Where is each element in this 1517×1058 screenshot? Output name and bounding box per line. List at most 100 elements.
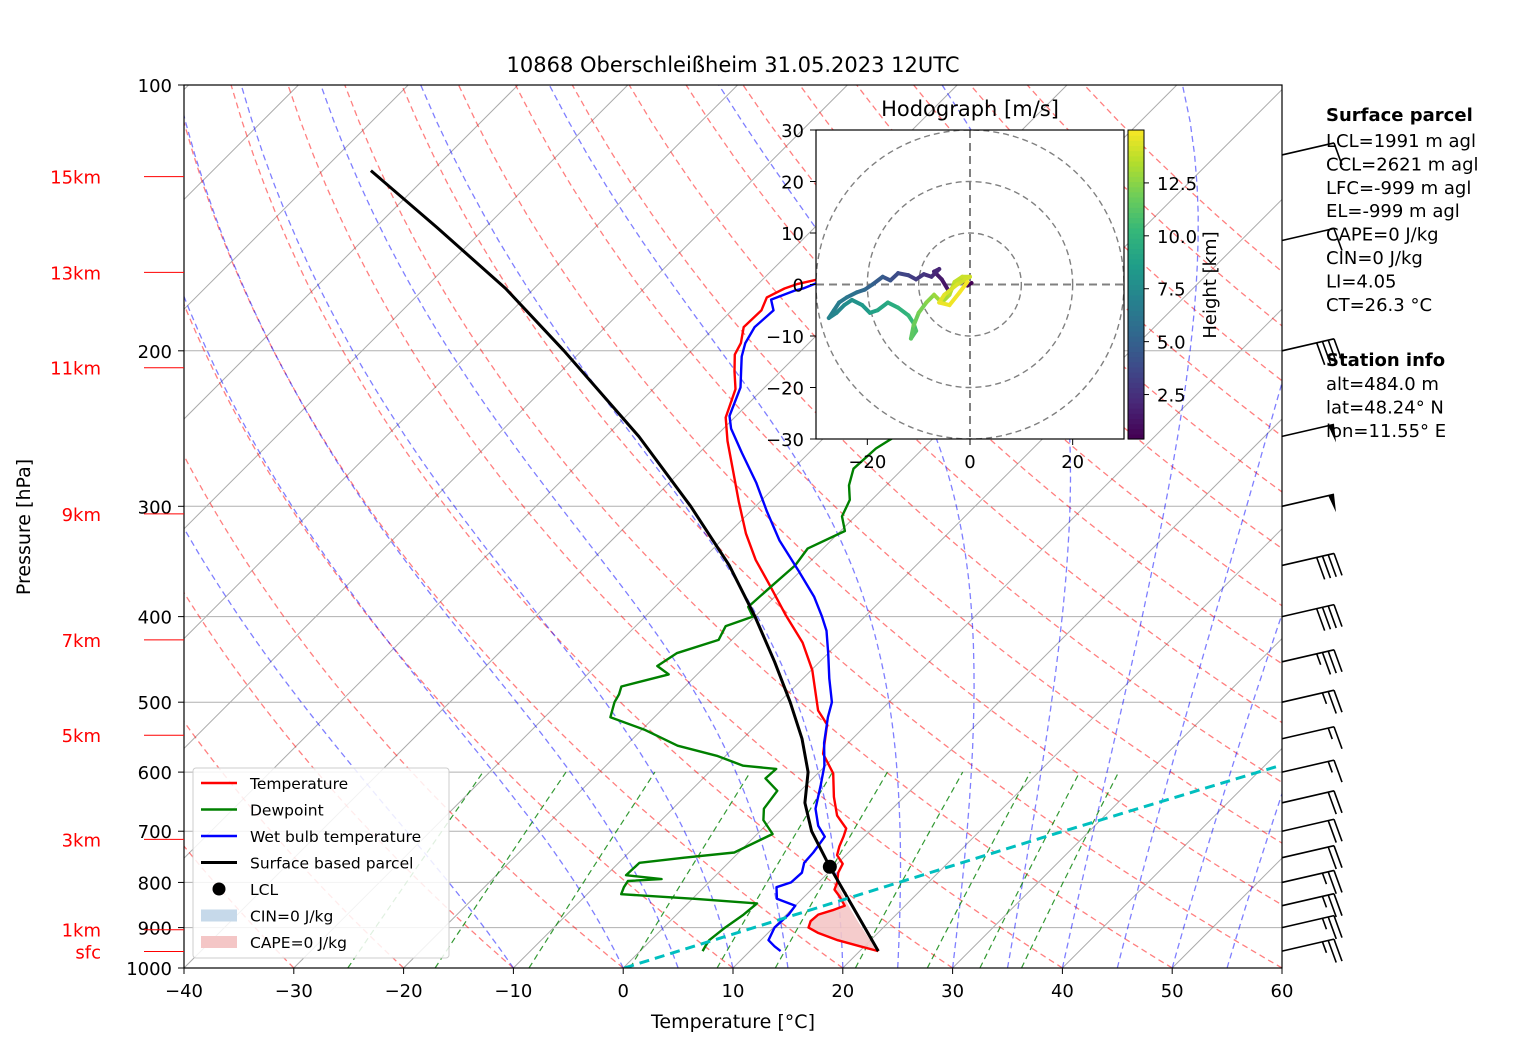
- colorbar-segment: [1128, 341, 1144, 347]
- dry-adiabat: [344, 85, 1173, 968]
- barb-flag: [1333, 726, 1343, 750]
- y-tick-label: 100: [138, 76, 172, 97]
- height-label: 3km: [62, 830, 101, 851]
- barb-half-flag: [1321, 917, 1328, 930]
- colorbar-segment: [1128, 397, 1144, 404]
- station-info-line: alt=484.0 m: [1326, 374, 1439, 395]
- barb-flag: [1333, 915, 1343, 938]
- colorbar-segment: [1128, 305, 1144, 311]
- colorbar-segment: [1128, 166, 1144, 172]
- height-label: 15km: [50, 168, 101, 189]
- x-tick-label: −30: [275, 981, 313, 1002]
- height-label: 7km: [62, 631, 101, 652]
- colorbar-segment: [1128, 196, 1144, 203]
- moist-adiabat: [941, 85, 1072, 968]
- colorbar-segment: [1128, 171, 1144, 177]
- colorbar-segment: [1128, 227, 1144, 234]
- wind-barb: [1281, 689, 1343, 714]
- hodograph-x-tick-label: 20: [1061, 452, 1084, 473]
- colorbar-segment: [1128, 269, 1144, 275]
- legend-wetbulb-label: Wet bulb temperature: [250, 828, 421, 846]
- hodograph-ring: [866, 180, 1074, 389]
- y-axis-label: Pressure [hPa]: [13, 459, 35, 595]
- colorbar-segment: [1128, 408, 1144, 414]
- hodograph-segment: [942, 282, 960, 297]
- height-label: 13km: [50, 263, 101, 284]
- barb-flag: [1333, 604, 1343, 627]
- x-tick-label: 60: [1271, 981, 1294, 1002]
- station-info-line: lon=11.55° E: [1326, 421, 1446, 442]
- x-tick-label: 10: [722, 981, 745, 1002]
- x-tick-label: 30: [941, 981, 964, 1002]
- height-label: 5km: [62, 726, 101, 747]
- isotherm: [842, 528, 1282, 968]
- hodograph-title: Hodograph [m/s]: [881, 97, 1059, 121]
- barb-staff: [1281, 423, 1335, 438]
- wind-barb: [1281, 869, 1343, 895]
- mixing-ratio-line: [774, 771, 888, 968]
- dry-adiabat: [401, 85, 1282, 968]
- y-axis: 100 200 300 400 500 600 700 800 900 1000: [126, 76, 184, 980]
- barb-flag: [1333, 893, 1343, 916]
- moist-adiabat: [548, 85, 902, 968]
- barb-flag: [1327, 650, 1337, 674]
- dry-adiabat: [184, 454, 624, 968]
- legend-lcl-swatch: [212, 882, 226, 896]
- barb-flag: [1327, 894, 1337, 918]
- parcel-info-line: CCL=2621 m agl: [1326, 154, 1479, 175]
- colorbar-segment: [1128, 372, 1144, 378]
- mixing-ratio-line: [979, 771, 1081, 968]
- barb-half-flag: [1321, 872, 1328, 885]
- colorbar-segment: [1128, 402, 1144, 409]
- hodograph-segment: [908, 323, 916, 341]
- colorbar-tick-label: 2.5: [1157, 386, 1186, 407]
- colorbar-segment: [1128, 294, 1144, 301]
- colorbar-frame: [1127, 129, 1145, 440]
- colorbar-segment: [1128, 351, 1144, 358]
- x-axis-label: Temperature [°C]: [650, 1011, 815, 1033]
- barb-flag: [1333, 759, 1343, 783]
- barb-flag: [1327, 605, 1337, 629]
- colorbar-segment: [1128, 238, 1144, 244]
- barb-staff: [1281, 603, 1335, 618]
- barb-flag: [1333, 689, 1343, 713]
- y-tick-label: 800: [138, 873, 172, 894]
- barb-flag: [1315, 557, 1326, 580]
- barb-flag: [1327, 820, 1337, 843]
- colorbar-tick-label: 10.0: [1157, 227, 1197, 248]
- barb-flag: [1333, 938, 1343, 962]
- wind-barb: [1281, 914, 1343, 940]
- y-tick-label: 900: [138, 919, 172, 940]
- colorbar-segment: [1128, 346, 1144, 353]
- y-tick-label: 500: [138, 693, 172, 714]
- station-info-line: lat=48.24° N: [1326, 397, 1444, 418]
- colorbar-segment: [1128, 274, 1144, 280]
- hodograph-segment: [875, 300, 890, 313]
- colorbar-segment: [1128, 382, 1144, 389]
- colorbar-segment: [1128, 413, 1144, 419]
- parcel-info-line: CAPE=0 J/kg: [1326, 225, 1439, 246]
- colorbar-segment: [1128, 253, 1144, 260]
- colorbar-segment: [1128, 325, 1144, 332]
- barb-flag: [1327, 791, 1337, 815]
- barb-staff: [1281, 227, 1335, 242]
- height-label: 9km: [62, 505, 101, 526]
- barb-flag: [1327, 940, 1337, 963]
- barb-half-flag: [1327, 761, 1333, 773]
- mixing-ratio-line: [716, 771, 834, 968]
- height-label: sfc: [75, 943, 101, 964]
- barb-flag: [1327, 916, 1337, 940]
- barb-flag: [1327, 871, 1337, 895]
- wind-barb: [1281, 552, 1343, 580]
- moist-adiabat: [1061, 85, 1199, 968]
- wind-barb: [1281, 227, 1343, 251]
- moist-adiabat: [240, 85, 734, 968]
- barb-flag: [1333, 649, 1343, 673]
- x-tick-label: −20: [385, 981, 423, 1002]
- moist-adiabat: [184, 113, 679, 968]
- dry-adiabat: [856, 85, 1282, 493]
- colorbar-segment: [1128, 387, 1144, 394]
- moist-adiabat: [1171, 612, 1282, 968]
- colorbar-segment: [1128, 202, 1144, 208]
- barb-staff: [1281, 725, 1335, 740]
